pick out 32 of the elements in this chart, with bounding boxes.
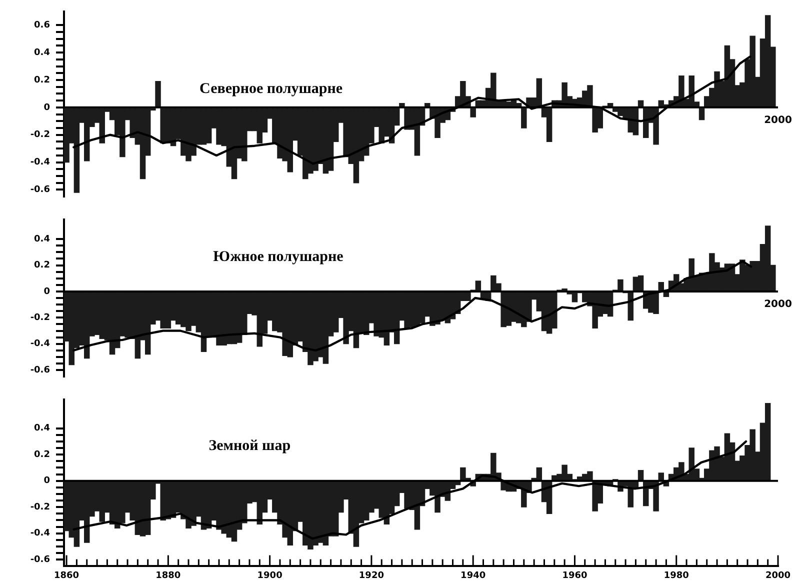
- y-tick-label: 0.2: [34, 260, 50, 271]
- text: Южное полушарне: [213, 249, 344, 266]
- x-tick-label: 1940: [460, 570, 486, 581]
- x-tick-label: 1920: [358, 570, 384, 581]
- y-tick-label: 0.4: [34, 48, 50, 58]
- y-tick-label: 0.4: [34, 424, 50, 434]
- y-tick-label: -0.6: [30, 185, 50, 196]
- annotation: 2000: [764, 299, 792, 310]
- y-tick-label: 0.2: [34, 450, 50, 460]
- text: Северное полушарне: [200, 81, 343, 98]
- x-tick-label: 1960: [562, 570, 588, 581]
- x-tick-label: 1860: [54, 570, 80, 581]
- y-tick-label: 0: [44, 286, 50, 297]
- y-tick-label: -0.4: [30, 158, 50, 168]
- y-tick-label: 0.2: [34, 75, 50, 86]
- y-tick-label: -0.2: [30, 502, 50, 512]
- y-tick-label: 0.6: [34, 20, 50, 30]
- y-tick-label: -0.4: [30, 528, 50, 539]
- y-tick-label: -0.6: [30, 554, 50, 565]
- y-tick-label: -0.2: [30, 130, 50, 140]
- x-tick-label: 1880: [156, 570, 181, 581]
- y-tick-label: -0.6: [30, 365, 50, 376]
- annotation: 2000: [764, 115, 792, 126]
- y-tick-label: 0: [44, 476, 50, 486]
- x-tick-label: 2000: [765, 570, 791, 581]
- y-tick-label: -0.4: [30, 339, 50, 350]
- y-tick-label: -0.2: [30, 312, 50, 323]
- x-tick-label: 1900: [257, 570, 282, 581]
- text: Земной шар: [208, 438, 291, 454]
- y-tick-label: 0: [44, 102, 50, 113]
- x-tick-label: 1980: [664, 570, 689, 581]
- y-tick-label: 0.4: [34, 234, 50, 244]
